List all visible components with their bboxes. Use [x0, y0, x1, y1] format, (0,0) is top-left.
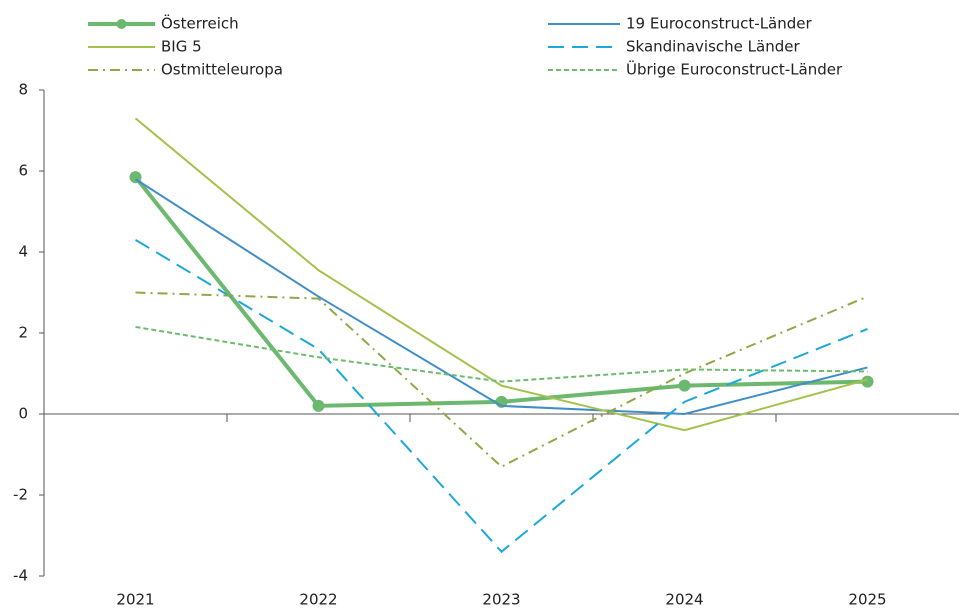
series-line [134, 117, 868, 432]
series-line [135, 325, 868, 383]
legend-label: Übrige Euroconstruct-Länder [626, 60, 843, 79]
legend-marker [116, 19, 127, 29]
y-tick-label: 8 [18, 81, 28, 99]
series-marker [861, 375, 874, 388]
series-line [133, 175, 868, 408]
y-tick-label: -4 [13, 567, 28, 585]
x-tick-label: 2025 [848, 591, 886, 609]
y-tick-label: -2 [13, 486, 28, 504]
series-line [135, 291, 868, 468]
legend-label: Ostmitteleuropa [161, 61, 283, 79]
x-tick-label: 2022 [299, 591, 337, 609]
series-line [134, 178, 868, 416]
series-line [134, 238, 868, 554]
series-marker [312, 399, 325, 412]
y-tick-label: 0 [18, 405, 28, 423]
x-tick-label: 2023 [482, 591, 520, 609]
y-tick-label: 2 [18, 324, 28, 342]
legend-label: Skandinavische Länder [626, 38, 800, 56]
legend-label: 19 Euroconstruct-Länder [626, 15, 813, 33]
legend-label: BIG 5 [161, 38, 202, 56]
x-tick-label: 2024 [665, 591, 703, 609]
y-tick-label: 6 [18, 162, 28, 180]
series-marker [678, 379, 691, 392]
y-tick-label: 4 [18, 243, 28, 261]
legend-label: Österreich [161, 14, 239, 33]
x-tick-label: 2021 [116, 591, 154, 609]
